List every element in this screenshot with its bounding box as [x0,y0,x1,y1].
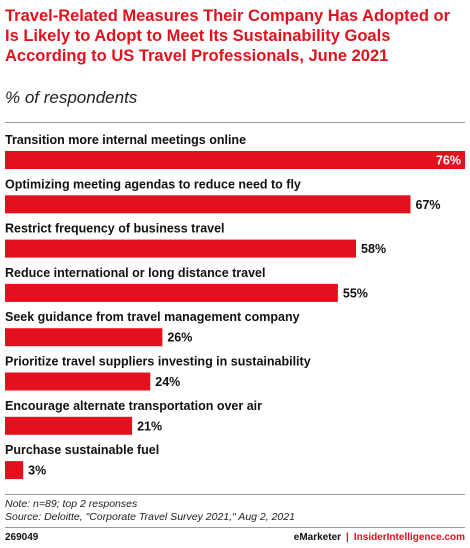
category-label: Seek guidance from travel management com… [5,310,300,324]
category-label: Encourage alternate transportation over … [5,399,262,413]
value-label: 26% [167,331,192,345]
chart-source: Source: Deloitte, "Corporate Travel Surv… [5,511,295,523]
chart-title: Travel-Related Measures Their Company Ha… [5,7,451,65]
bar [5,372,151,391]
bottom-divider [5,494,465,495]
value-label: 21% [137,419,162,433]
category-label: Transition more internal meetings online [5,133,246,147]
bar [5,461,24,480]
top-divider [5,122,465,123]
value-label: 55% [343,286,368,300]
brand-insider-intelligence: InsiderIntelligence.com [353,532,465,543]
bar-chart: Transition more internal meetings online… [5,133,465,480]
bar [5,416,133,435]
value-label: 58% [361,242,386,256]
value-label: 67% [416,198,441,212]
category-label: Purchase sustainable fuel [5,443,159,457]
footer-divider [5,527,465,528]
value-label: 24% [155,375,180,389]
bar [5,195,411,214]
chart-note: Note: n=89; top 2 responses [5,498,138,510]
brand-credit: eMarketer | InsiderIntelligence.com [294,532,465,543]
category-label: Reduce international or long distance tr… [5,266,265,280]
category-label: Prioritize travel suppliers investing in… [5,355,311,369]
value-label: 3% [28,464,46,478]
value-label: 76% [436,154,461,168]
category-label: Restrict frequency of business travel [5,222,225,236]
brand-separator: | [346,532,349,543]
brand-emarketer: eMarketer [293,532,342,543]
chart-id: 269049 [5,532,39,543]
chart-subtitle: % of respondents [5,88,138,107]
bar [5,239,357,258]
bar [5,328,163,347]
bar [5,151,465,169]
category-label: Optimizing meeting agendas to reduce nee… [5,177,301,191]
bar [5,283,338,302]
